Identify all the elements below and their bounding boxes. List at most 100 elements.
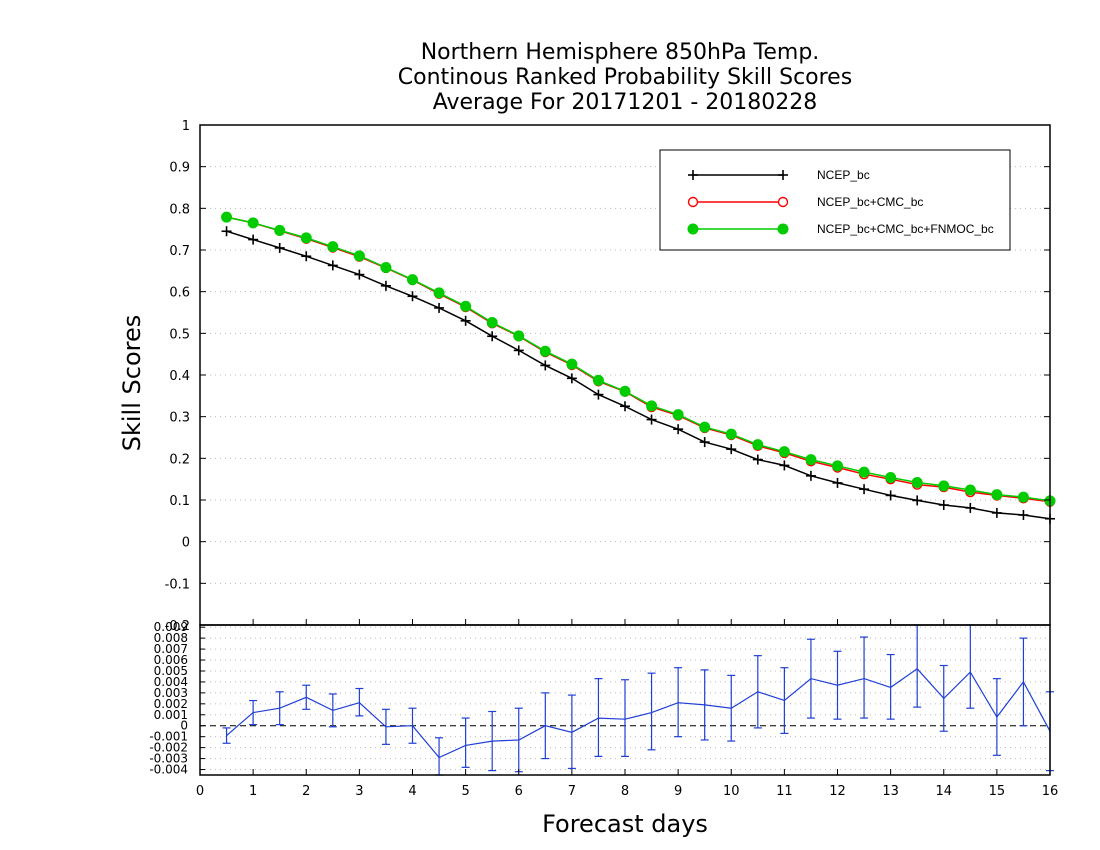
data-point [248,234,259,245]
error-bar [381,708,390,745]
legend-label: NCEP_bc+CMC_bc+FNMOC_bc [817,222,994,236]
data-point [885,490,896,501]
error-bar [541,692,550,760]
lower-y-tick-label: -0.002 [149,741,188,755]
data-point [779,460,790,471]
data-point [433,287,445,299]
error-bar [621,679,629,757]
upper-y-tick-label: 0.6 [169,286,190,301]
x-tick-label: 6 [515,784,523,799]
lower-y-tick-label: -0.004 [149,763,188,777]
x-tick-label: 11 [776,784,793,799]
x-tick-label: 4 [408,784,416,799]
difference-line [226,668,1051,759]
chart-title-line-2: Continous Ranked Probability Skill Score… [398,65,852,90]
error-bar [939,664,948,732]
upper-y-tick-label: 0.8 [169,202,190,217]
data-point [911,477,923,488]
upper-y-tick-label: 0.9 [169,161,190,176]
x-tick-label: 8 [621,784,629,799]
data-point [300,232,312,244]
data-point [805,470,816,481]
legend-items: NCEP_bc NCEP_bc+CMC_bc NCEP_bc+CMC_bc+FNMO… [687,168,994,236]
data-point [274,242,285,253]
lower-y-tick-label: 0.003 [154,686,188,700]
upper-y-tick-label: 1 [182,119,190,134]
series-line-2 [226,216,1051,503]
x-tick-label: 10 [723,784,740,799]
data-point [593,389,604,400]
error-bar [408,707,417,744]
legend-label: NCEP_bc [817,168,870,182]
data-point [221,226,232,237]
error-bar [806,638,815,719]
legend-marker [687,223,699,235]
legend-label: NCEP_bc+CMC_bc [817,195,923,209]
x-tick-label: 5 [461,784,469,799]
lower-top-y-label: -0.2 [165,619,190,634]
error-bar [249,699,258,726]
data-point [592,374,604,386]
data-point [274,224,286,236]
data-point [832,477,843,488]
data-point [726,444,737,455]
data-point [487,331,498,342]
error-bar [222,727,231,744]
legend-marker [687,196,699,208]
data-point [859,484,870,495]
data-point [832,460,843,472]
data-point [1017,491,1029,503]
error-bar [780,667,789,734]
data-point [912,495,923,506]
legend-marker [777,196,789,208]
data-point [380,262,392,273]
chart-title-line-3: Average For 20171201 - 20180228 [433,90,818,115]
error-bar [567,694,576,770]
error-bar [886,653,895,720]
lower-series [222,624,1054,776]
legend: NCEP_bc NCEP_bc+CMC_bc NCEP_bc+CMC_bc+FNMO… [659,149,1011,251]
x-tick-label: 12 [829,784,846,799]
data-point [1018,510,1029,520]
error-bar [1019,637,1028,727]
legend-marker [777,223,789,235]
x-tick-label: 7 [568,784,576,799]
data-point [938,480,950,492]
data-point [991,489,1003,501]
data-point [407,291,418,302]
legend-box [659,149,1011,251]
data-point [752,454,763,465]
y-axis-label: Skill Scores [118,315,146,452]
upper-y-tick-label: 0.1 [169,494,190,509]
data-point [858,466,870,478]
series-line-1 [226,230,1051,520]
data-point [540,360,551,371]
lower-y-tick-label: -0.001 [149,730,188,744]
data-point [434,302,445,313]
legend-marker [688,170,698,180]
data-point [460,315,471,326]
data-point [247,217,259,229]
upper-y-tick-label: 0 [182,536,190,551]
lower-y-tick-label: -0.003 [149,752,188,766]
error-bar [833,650,842,720]
upper-y-tick-label: -0.1 [165,577,190,592]
x-tick-label: 3 [355,784,363,799]
data-point [646,414,657,425]
lower-plot-frame [199,624,1051,776]
error-bar [647,672,656,751]
upper-y-tick-label: 0.7 [169,244,190,259]
data-point [327,260,338,271]
data-point [380,280,391,291]
data-point [964,484,976,496]
lower-y-tick-label: 0.004 [154,675,188,689]
chart-title-line-1: Northern Hemisphere 850hPa Temp. [421,40,820,65]
x-tick-label: 13 [882,784,899,799]
upper-y-tick-label: 0.4 [169,369,190,384]
legend-marker [778,170,788,180]
data-point [965,502,976,513]
data-point [354,269,365,280]
x-tick-label: 9 [674,784,682,799]
upper-y-tick-label: 0.3 [169,411,190,426]
